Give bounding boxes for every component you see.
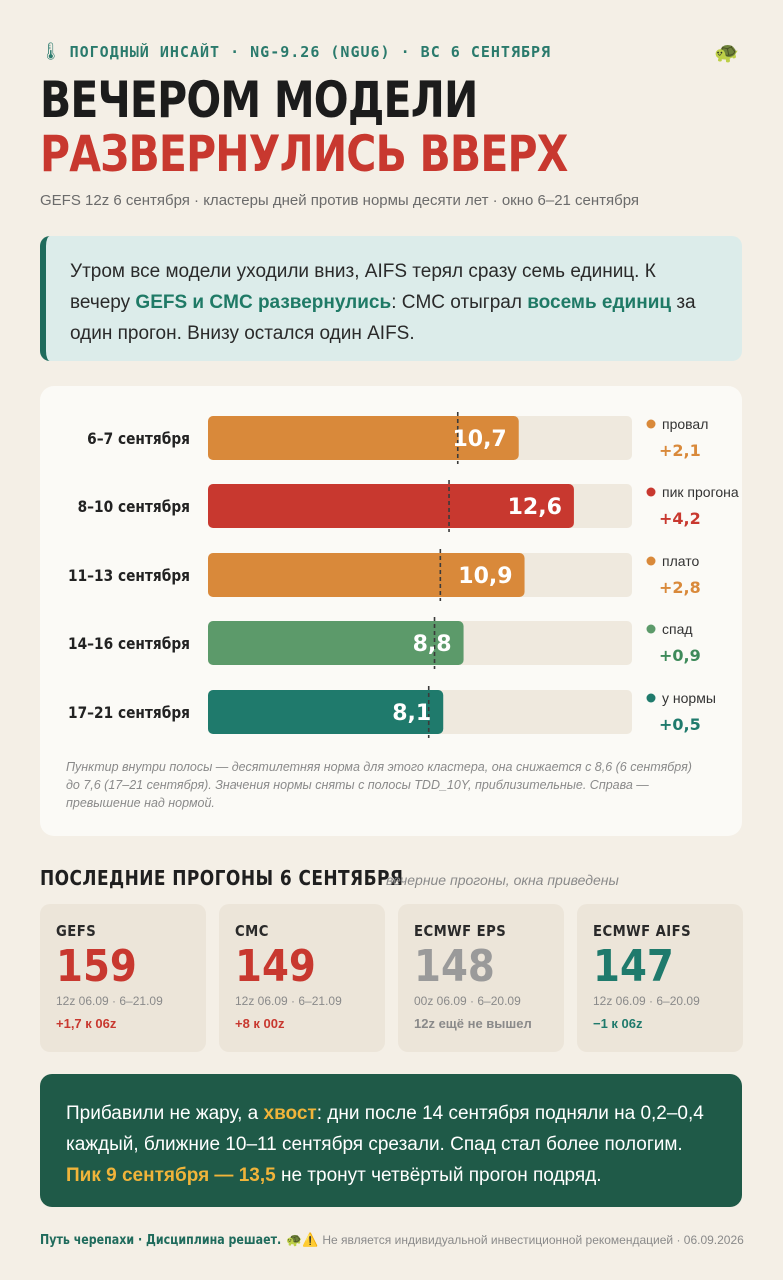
cluster-bar-chart: 6–7 сентября 10,7 провал +2,1 8–10 сентября 1… <box>68 412 739 738</box>
summary-bold-2: Пик 9 сентября — 13,5 <box>66 1165 276 1186</box>
value-bar <box>208 621 464 665</box>
footer-brand: Путь черепахи · Дисциплина решает. <box>40 1232 282 1248</box>
model-meta: 00z 06.09 · 6–20.09 <box>414 994 521 1008</box>
model-name: ECMWF EPS <box>414 922 507 940</box>
tag-dot <box>646 693 656 703</box>
delta-label: +2,1 <box>659 441 701 460</box>
value-bar <box>208 553 525 597</box>
tag-label: провал <box>662 416 708 432</box>
model-card-cmc: CMC 149 12z 06.09 · 6–21.09 +8 к 00z <box>219 904 385 1052</box>
tag-label: у нормы <box>662 690 716 706</box>
model-card-ecmwf-aifs: ECMWF AIFS 147 12z 06.09 · 6–20.09 −1 к … <box>577 904 743 1052</box>
bar-value-label: 8,1 <box>392 701 431 726</box>
model-value: 149 <box>235 941 316 992</box>
summary-bold-1: хвост <box>263 1103 317 1124</box>
category-label: 6–7 сентября <box>87 429 190 448</box>
model-value: 159 <box>56 941 137 992</box>
model-name: CMC <box>235 922 269 940</box>
delta-label: +4,2 <box>659 509 701 528</box>
delta-label: +2,8 <box>659 578 701 597</box>
model-card-ecmwf-eps: ECMWF EPS 148 00z 06.09 · 6–20.09 12z ещ… <box>398 904 564 1052</box>
summary-text-3: не тронут четвёртый прогон подряд. <box>275 1165 602 1186</box>
model-delta: +8 к 00z <box>235 1016 285 1031</box>
callout-text-3: за один прогон. Внизу остался один AIFS. <box>70 292 696 344</box>
turtle-icon: 🐢 <box>714 42 739 64</box>
callout-text-1: Утром все модели уходили вниз, AIFS теря… <box>70 261 656 313</box>
tag-dot <box>646 556 656 566</box>
model-delta: +1,7 к 06z <box>56 1016 117 1031</box>
tag-dot <box>646 624 656 634</box>
tag-label: пик прогона <box>662 484 739 500</box>
summary-text-2: : дни после 14 сентября подняли на 0,2–0… <box>66 1103 704 1155</box>
value-bar <box>208 484 574 528</box>
model-meta: 12z 06.09 · 6–21.09 <box>56 994 163 1008</box>
tag-dot <box>646 487 656 497</box>
runs-subtitle: вечерние прогоны, окна приведены <box>386 872 619 888</box>
kicker: ПОГОДНЫЙ ИНСАЙТ · NG-9.26 (NGU6) · ВС 6 … <box>69 43 552 61</box>
model-value: 148 <box>414 941 495 992</box>
summary-callout: Прибавили не жару, а хвост: дни после 14… <box>40 1074 742 1207</box>
top-header: 🌡 ПОГОДНЫЙ ИНСАЙТ · NG-9.26 (NGU6) · ВС … <box>40 40 743 64</box>
callout-bold-2: восемь единиц <box>527 292 672 313</box>
turtle-warning-icon: 🐢⚠️ <box>286 1232 319 1247</box>
subtitle: GEFS 12z 6 сентября · кластеры дней прот… <box>40 192 640 209</box>
model-name: GEFS <box>56 922 97 940</box>
summary-text-1: Прибавили не жару, а <box>66 1103 264 1124</box>
model-name: ECMWF AIFS <box>593 922 692 940</box>
model-meta: 12z 06.09 · 6–21.09 <box>235 994 342 1008</box>
tag-label: плато <box>662 553 699 569</box>
delta-label: +0,9 <box>659 646 701 665</box>
model-value: 147 <box>593 941 674 992</box>
tag-dot <box>646 419 656 429</box>
chart-note: Пунктир внутри полосы — десятилетняя нор… <box>66 760 692 810</box>
chart-card: 6–7 сентября 10,7 провал +2,1 8–10 сентября 1… <box>40 386 742 836</box>
bar-value-label: 12,6 <box>508 495 562 520</box>
value-bar <box>208 690 444 734</box>
category-label: 14–16 сентября <box>68 634 190 653</box>
category-label: 8–10 сентября <box>78 497 190 516</box>
bar-value-label: 10,9 <box>458 564 512 589</box>
intro-callout: Утром все модели уходили вниз, AIFS теря… <box>40 236 742 361</box>
callout-text-2: : CMC отыграл <box>391 292 528 313</box>
thermometer-icon: 🌡 <box>40 42 62 61</box>
footer: Путь черепахи · Дисциплина решает. 🐢⚠️ Н… <box>40 1230 768 1250</box>
model-delta: −1 к 06z <box>593 1016 643 1031</box>
callout-bold-1: GEFS и CMC развернулись <box>135 292 392 313</box>
model-card-gefs: GEFS 159 12z 06.09 · 6–21.09 +1,7 к 06z <box>40 904 206 1052</box>
bar-value-label: 10,7 <box>452 427 506 452</box>
category-label: 11–13 сентября <box>68 566 190 585</box>
delta-label: +0,5 <box>659 715 701 734</box>
tag-label: спад <box>662 621 693 637</box>
model-delta: 12z ещё не вышел <box>414 1016 532 1031</box>
category-label: 17–21 сентября <box>68 703 190 722</box>
value-bar <box>208 416 519 460</box>
bar-value-label: 8,8 <box>413 632 452 657</box>
title-line-1: ВЕЧЕРОМ МОДЕЛИ <box>40 71 478 129</box>
title-line-2: РАЗВЕРНУЛИСЬ ВВЕРХ <box>40 125 568 183</box>
model-meta: 12z 06.09 · 6–20.09 <box>593 994 700 1008</box>
footer-disclaimer: Не является индивидуальной инвестиционно… <box>322 1233 744 1247</box>
runs-title: ПОСЛЕДНИЕ ПРОГОНЫ 6 СЕНТЯБРЯ <box>40 866 404 890</box>
